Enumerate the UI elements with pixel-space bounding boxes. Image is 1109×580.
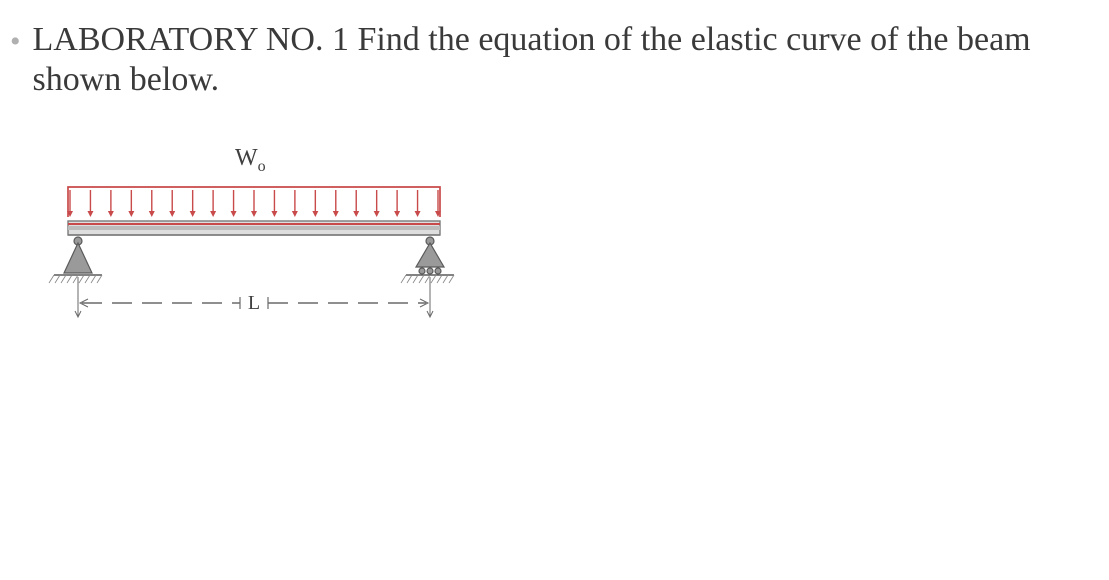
load-label-main: W <box>235 145 258 171</box>
bullet-dot: • <box>10 22 21 62</box>
beam-diagram: Wo L <box>40 145 460 365</box>
beam-svg: L <box>40 145 460 365</box>
svg-text:L: L <box>248 292 260 314</box>
load-label: Wo <box>235 145 266 176</box>
prompt-text: LABORATORY NO. 1 Find the equation of th… <box>33 20 1083 100</box>
load-label-sub: o <box>258 158 266 175</box>
problem-statement: • LABORATORY NO. 1 Find the equation of … <box>10 20 1083 100</box>
